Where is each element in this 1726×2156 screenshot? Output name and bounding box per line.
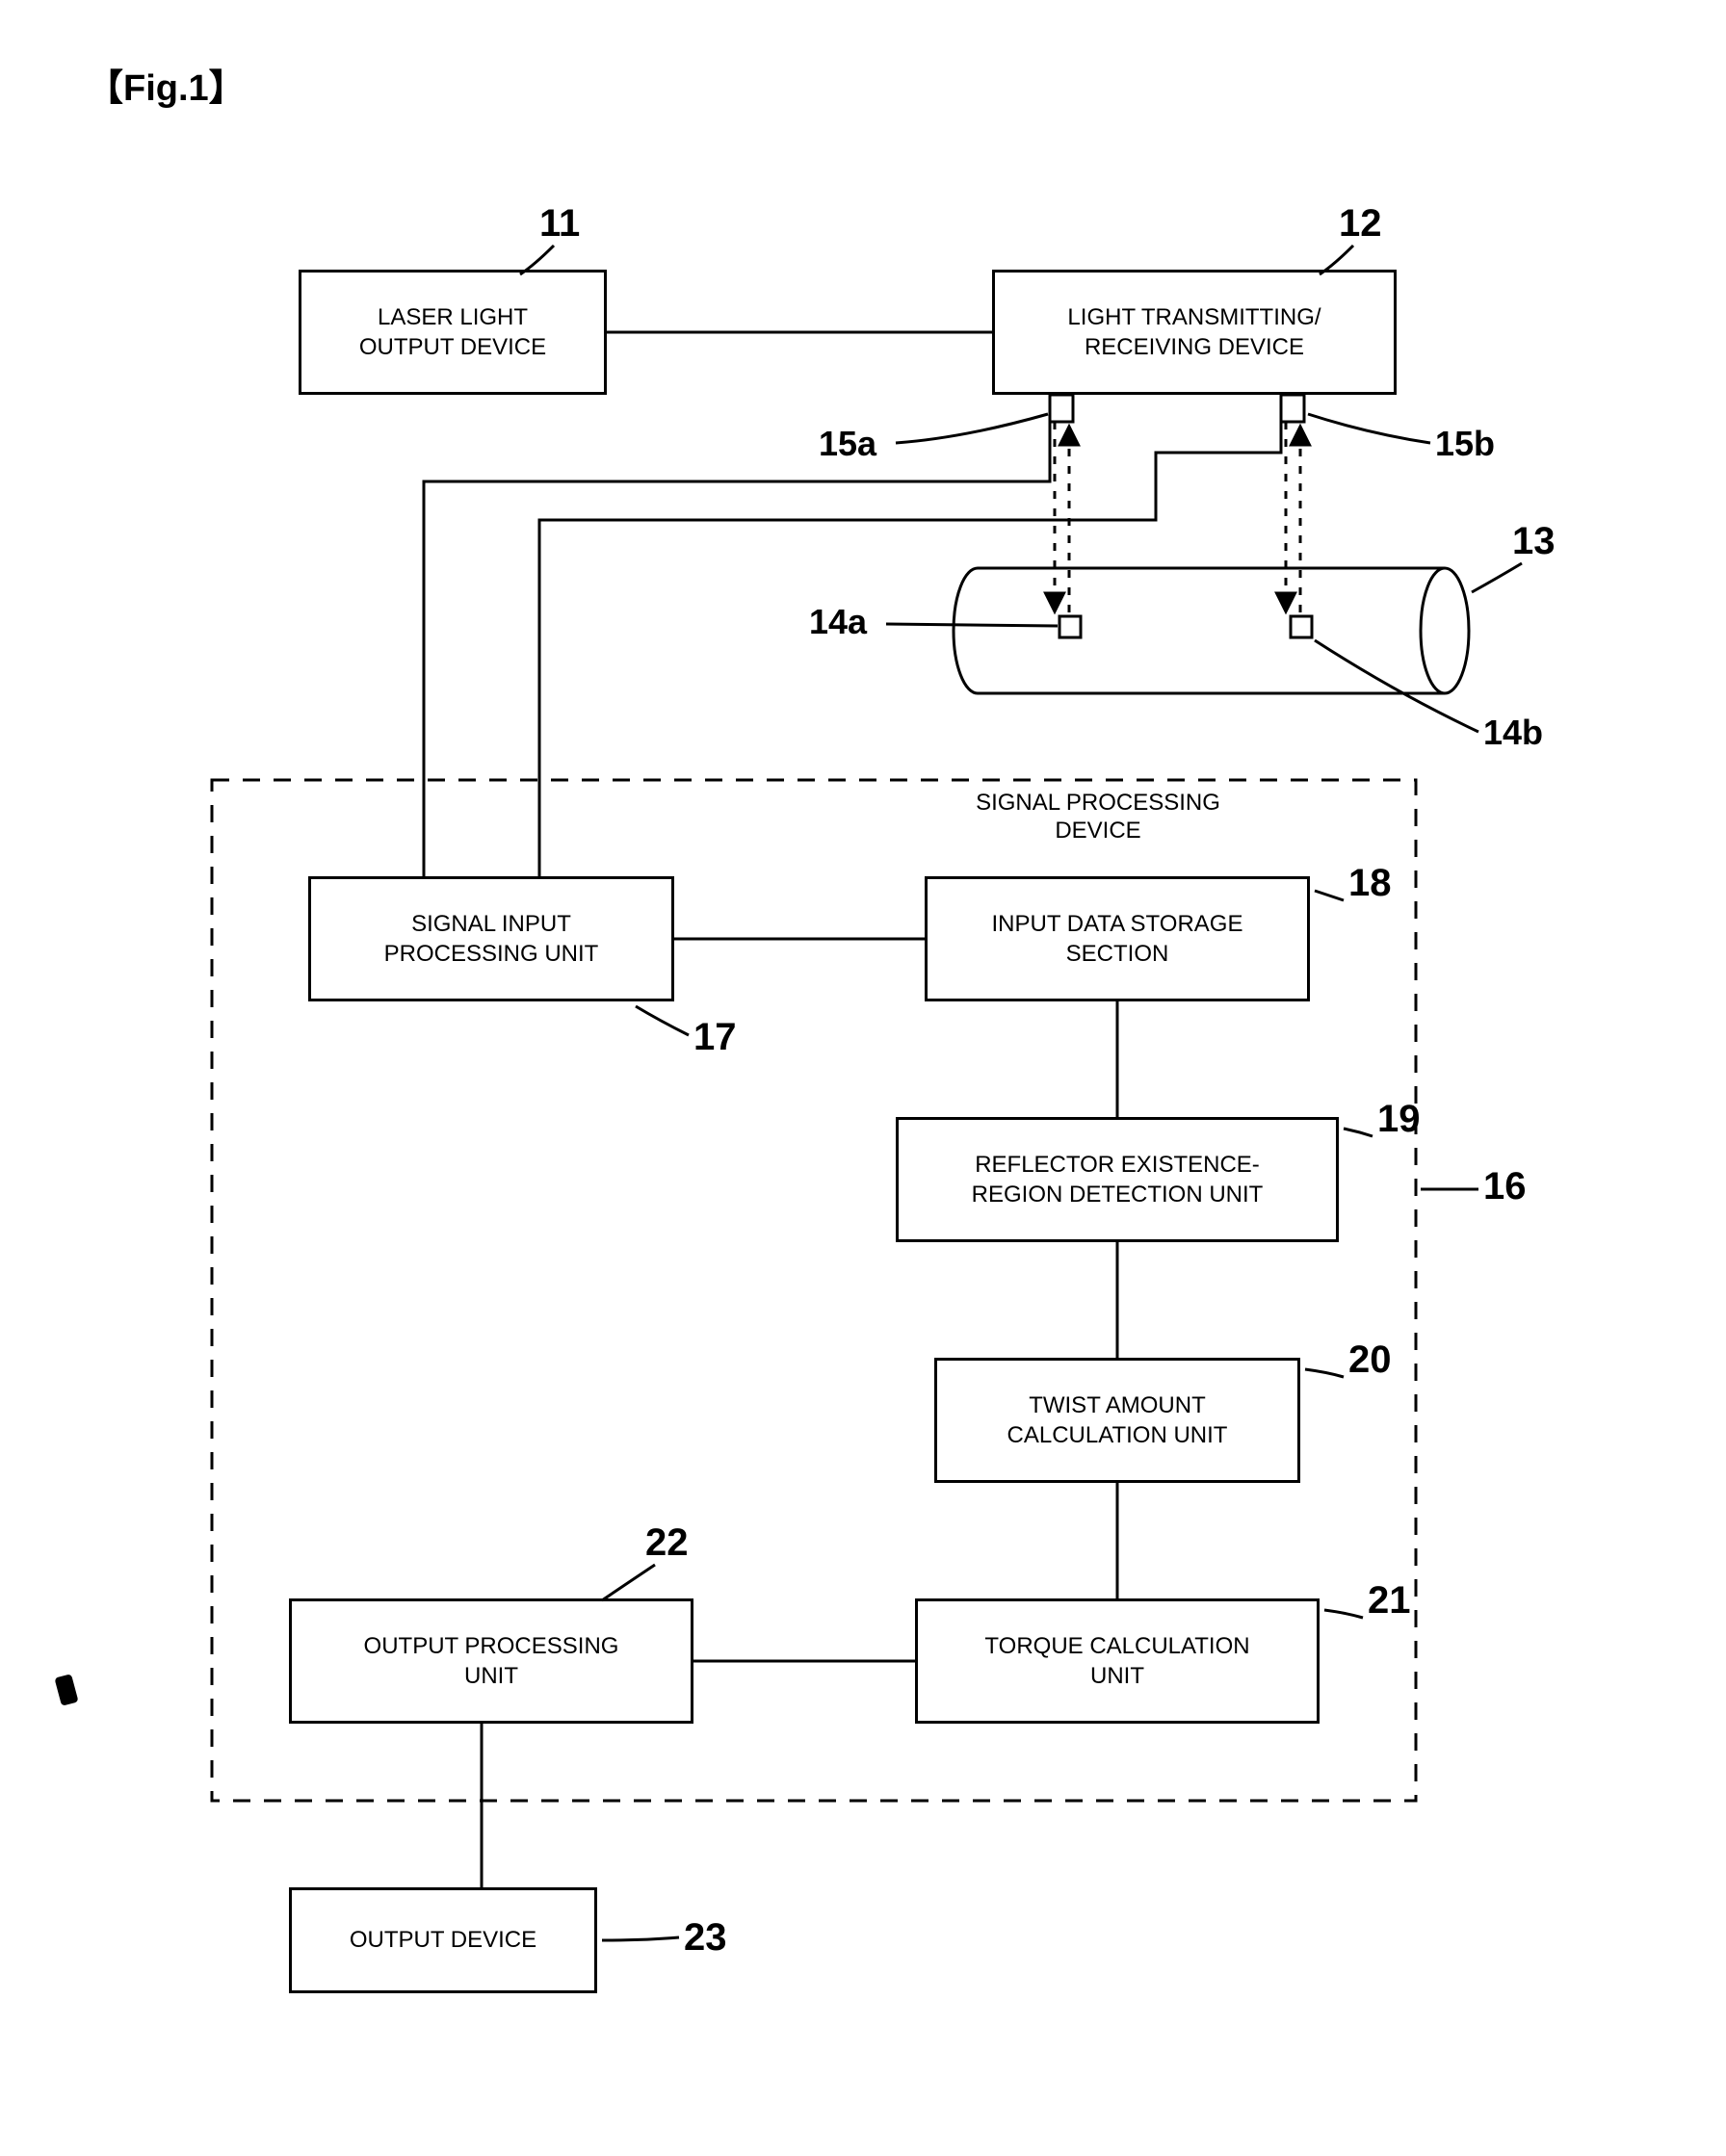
signal-processing-device-label: SIGNAL PROCESSINGDEVICE xyxy=(954,790,1242,845)
ref-17: 17 xyxy=(693,1016,737,1059)
laser-light-output-device-box: LASER LIGHTOUTPUT DEVICE xyxy=(299,270,607,395)
reflector-existence-region-detection-unit-box: REFLECTOR EXISTENCE-REGION DETECTION UNI… xyxy=(896,1117,1339,1242)
twist-amount-calculation-unit-box: TWIST AMOUNTCALCULATION UNIT xyxy=(934,1358,1300,1483)
ref-12: 12 xyxy=(1339,202,1382,246)
scan-artifact-mark xyxy=(54,1674,78,1706)
port-15a xyxy=(1050,395,1073,422)
input-data-storage-section-box: INPUT DATA STORAGESECTION xyxy=(925,876,1310,1001)
connectors-overlay xyxy=(0,0,1726,2156)
signal-input-processing-unit-box: SIGNAL INPUTPROCESSING UNIT xyxy=(308,876,674,1001)
torque-calculation-unit-box: TORQUE CALCULATIONUNIT xyxy=(915,1598,1320,1724)
reflector-14b xyxy=(1291,616,1312,637)
ref-11: 11 xyxy=(539,202,580,246)
figure-label: 【Fig.1】 xyxy=(87,58,246,111)
ref-22: 22 xyxy=(645,1521,689,1565)
ref-23: 23 xyxy=(684,1916,727,1960)
ref-21: 21 xyxy=(1368,1579,1411,1623)
output-device-box: OUTPUT DEVICE xyxy=(289,1887,597,1993)
ref-15b: 15b xyxy=(1435,424,1495,464)
rotating-shaft-cylinder xyxy=(954,568,1469,693)
output-processing-unit-box: OUTPUT PROCESSINGUNIT xyxy=(289,1598,693,1724)
ref-19: 19 xyxy=(1377,1098,1421,1141)
ref-15a: 15a xyxy=(819,424,876,464)
ref-18: 18 xyxy=(1348,862,1392,905)
ref-20: 20 xyxy=(1348,1338,1392,1382)
light-transmitting-receiving-device-box: LIGHT TRANSMITTING/RECEIVING DEVICE xyxy=(992,270,1397,395)
port-15b xyxy=(1281,395,1304,422)
ref-14a: 14a xyxy=(809,602,867,642)
reflector-14a xyxy=(1059,616,1081,637)
diagram-canvas: 【Fig.1】 11 12 15a 15b 13 14a 14b 16 17 1… xyxy=(0,0,1726,2156)
ref-13: 13 xyxy=(1512,520,1556,563)
ref-14b: 14b xyxy=(1483,713,1543,753)
ref-16: 16 xyxy=(1483,1165,1527,1208)
